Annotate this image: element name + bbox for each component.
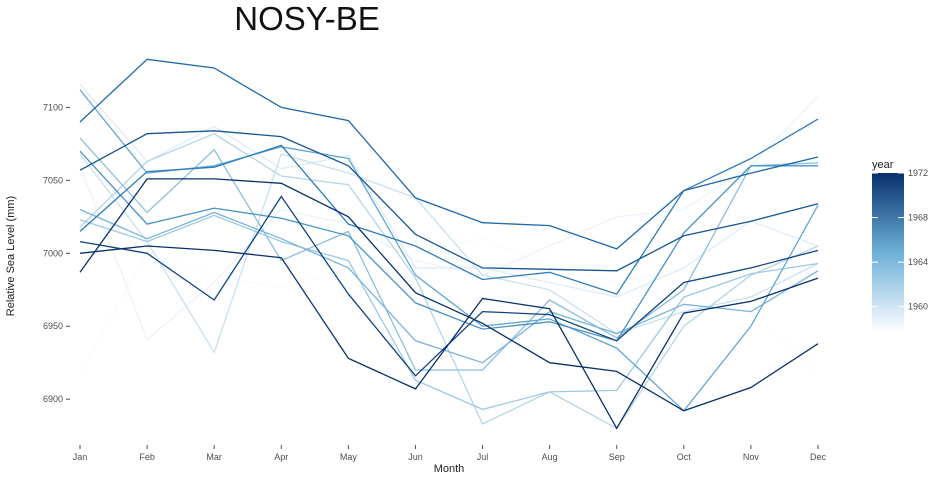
year-legend: year 1960 1964 1968 1972 [872, 159, 928, 329]
series-line-1964-6 [79, 137, 819, 371]
y-tick-label: 7100 [43, 102, 63, 112]
series-line-1972-15 [79, 245, 819, 430]
series-line-1971-13 [79, 195, 819, 377]
x-axis-title: Month [434, 463, 465, 475]
x-tick-label-sep: Sep [609, 452, 625, 462]
x-tick-label-mar: Mar [206, 452, 222, 462]
legend-colorbar [872, 173, 904, 329]
series-line-1972-14 [79, 178, 819, 412]
y-tick-label: 6900 [43, 394, 63, 404]
x-tick-label-apr: Apr [274, 452, 288, 462]
legend-tick-label: 1968 [908, 213, 928, 223]
chart-title: NOSY-BE [234, 0, 380, 37]
series-line-1962-4 [79, 132, 819, 430]
series-line-1967-9 [79, 150, 818, 342]
legend-tick-label: 1960 [908, 302, 928, 312]
x-tick-label-jan: Jan [73, 452, 88, 462]
y-axis-title: Relative Sea Level (mm) [5, 196, 17, 316]
y-tick-label: 6950 [43, 321, 63, 331]
y-tick-label: 7000 [43, 248, 63, 258]
series-line-1961-3 [79, 153, 819, 355]
x-tick-label-jun: Jun [408, 452, 423, 462]
series-lines [79, 58, 819, 430]
legend-ticks: 1960 1964 1968 1972 [872, 168, 928, 312]
series-line-1969-11 [79, 58, 819, 250]
x-tick-label-oct: Oct [677, 452, 692, 462]
legend-title: year [872, 159, 894, 171]
y-axis: 6900 6950 7000 7050 7100 [43, 102, 70, 404]
x-tick-label-feb: Feb [139, 452, 155, 462]
series-line-1960-2 [79, 83, 819, 298]
series-line-1965-7 [79, 208, 819, 364]
series-line-1970-12 [79, 130, 819, 272]
series-line-1966-8 [79, 89, 819, 412]
legend-tick-label: 1972 [908, 168, 928, 178]
x-tick-label-nov: Nov [743, 452, 760, 462]
x-tick-label-dec: Dec [810, 452, 827, 462]
x-axis: Jan Feb Mar Apr May Jun Jul Aug Sep Oct Nov Dec [73, 445, 827, 462]
x-tick-label-jul: Jul [477, 452, 489, 462]
series-line-1963-5 [79, 214, 819, 411]
x-tick-label-may: May [340, 452, 358, 462]
legend-tick-label: 1964 [908, 257, 928, 267]
series-line-1958-0 [79, 238, 819, 374]
y-tick-label: 7050 [43, 175, 63, 185]
series-line-1968-10 [79, 118, 819, 295]
x-tick-label-aug: Aug [542, 452, 558, 462]
